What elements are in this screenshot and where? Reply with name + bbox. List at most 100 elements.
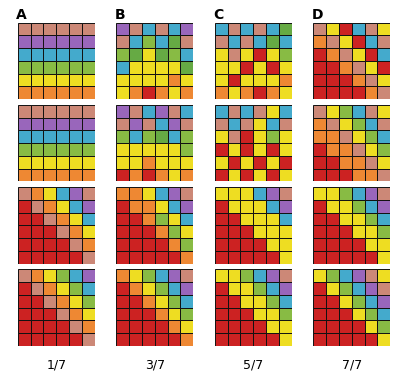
Bar: [352, 200, 364, 212]
Bar: [364, 35, 377, 48]
Bar: [18, 269, 31, 282]
Bar: [31, 23, 44, 35]
Bar: [314, 105, 326, 118]
Bar: [326, 238, 339, 251]
Bar: [56, 156, 69, 169]
Bar: [142, 282, 155, 295]
Bar: [69, 238, 82, 251]
Bar: [155, 23, 168, 35]
Bar: [326, 225, 339, 238]
Bar: [116, 320, 129, 333]
Bar: [155, 269, 168, 282]
Bar: [314, 169, 326, 182]
Bar: [339, 282, 352, 295]
Bar: [56, 48, 69, 61]
Bar: [155, 333, 168, 346]
Bar: [69, 74, 82, 86]
Bar: [339, 130, 352, 143]
Bar: [215, 74, 228, 86]
Bar: [129, 200, 142, 212]
Bar: [116, 282, 129, 295]
Bar: [228, 238, 240, 251]
Bar: [266, 23, 279, 35]
Bar: [168, 320, 180, 333]
Bar: [364, 130, 377, 143]
Bar: [31, 187, 44, 200]
Bar: [31, 143, 44, 156]
Bar: [266, 225, 279, 238]
Bar: [142, 308, 155, 320]
Bar: [314, 61, 326, 74]
Bar: [339, 61, 352, 74]
Bar: [82, 130, 94, 143]
Bar: [56, 143, 69, 156]
Bar: [56, 212, 69, 225]
Bar: [69, 212, 82, 225]
Bar: [279, 143, 292, 156]
Bar: [44, 269, 56, 282]
Bar: [326, 212, 339, 225]
Bar: [116, 35, 129, 48]
Bar: [253, 143, 266, 156]
Bar: [155, 308, 168, 320]
Bar: [377, 282, 390, 295]
Bar: [253, 118, 266, 130]
Bar: [364, 238, 377, 251]
Bar: [266, 74, 279, 86]
Bar: [364, 200, 377, 212]
Bar: [69, 130, 82, 143]
Bar: [142, 35, 155, 48]
Bar: [168, 74, 180, 86]
Bar: [44, 156, 56, 169]
Bar: [168, 269, 180, 282]
Bar: [142, 269, 155, 282]
Bar: [253, 295, 266, 308]
Text: A: A: [16, 8, 27, 22]
Bar: [326, 269, 339, 282]
Bar: [326, 187, 339, 200]
Bar: [339, 251, 352, 264]
Bar: [228, 200, 240, 212]
Bar: [142, 295, 155, 308]
Bar: [44, 143, 56, 156]
Bar: [279, 269, 292, 282]
Bar: [377, 48, 390, 61]
Bar: [56, 320, 69, 333]
Bar: [228, 156, 240, 169]
Bar: [69, 225, 82, 238]
Bar: [155, 169, 168, 182]
Bar: [240, 251, 253, 264]
Bar: [364, 251, 377, 264]
Bar: [116, 48, 129, 61]
Bar: [314, 333, 326, 346]
Bar: [266, 187, 279, 200]
Bar: [31, 86, 44, 99]
Bar: [18, 156, 31, 169]
Bar: [266, 156, 279, 169]
Bar: [279, 282, 292, 295]
Bar: [279, 187, 292, 200]
Bar: [364, 320, 377, 333]
Bar: [155, 61, 168, 74]
Bar: [180, 169, 193, 182]
Bar: [253, 156, 266, 169]
Bar: [377, 187, 390, 200]
Bar: [352, 212, 364, 225]
Bar: [168, 35, 180, 48]
Bar: [31, 169, 44, 182]
Bar: [69, 61, 82, 74]
Bar: [364, 118, 377, 130]
Bar: [129, 156, 142, 169]
Bar: [56, 23, 69, 35]
Bar: [69, 295, 82, 308]
Bar: [18, 105, 31, 118]
Bar: [44, 320, 56, 333]
Bar: [31, 105, 44, 118]
Bar: [352, 130, 364, 143]
Bar: [168, 48, 180, 61]
Bar: [364, 143, 377, 156]
Bar: [240, 225, 253, 238]
Bar: [364, 308, 377, 320]
Bar: [44, 200, 56, 212]
Bar: [18, 238, 31, 251]
